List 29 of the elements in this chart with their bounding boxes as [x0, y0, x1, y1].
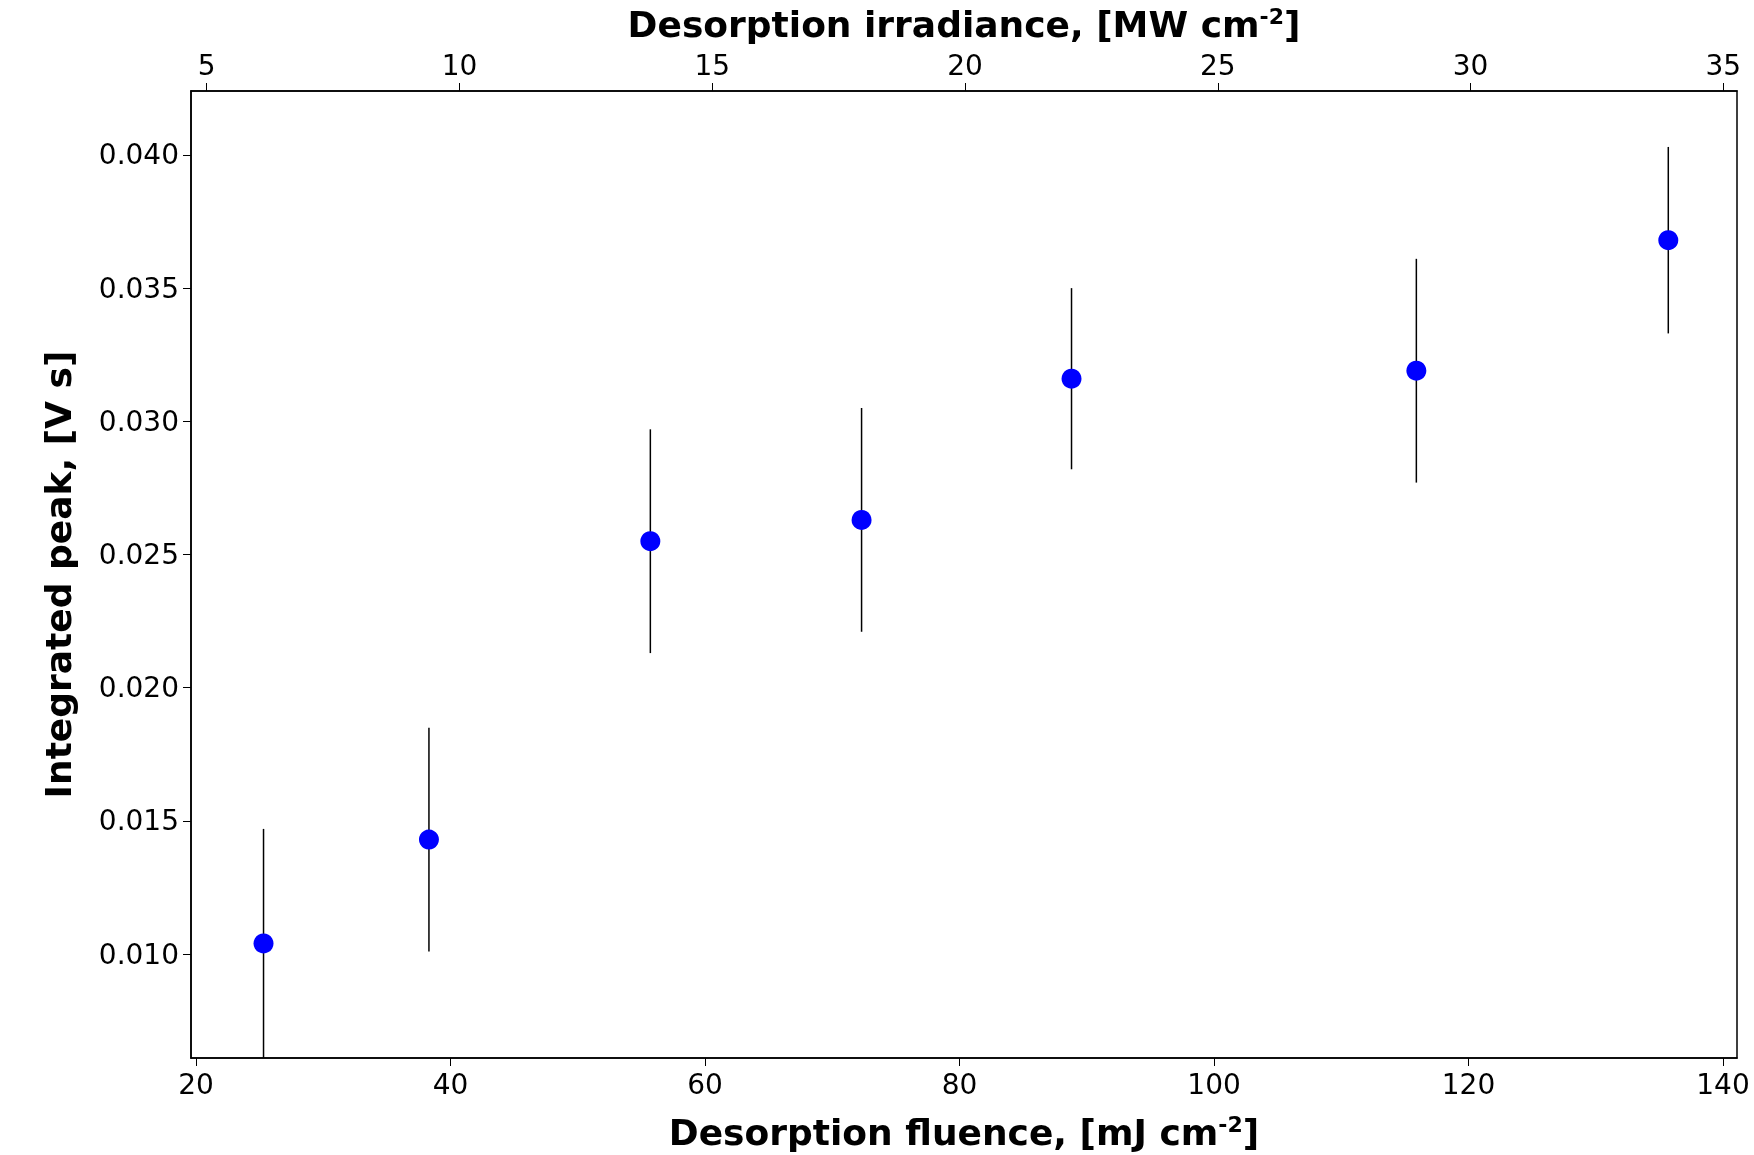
x2-tick-label: 20 [947, 48, 983, 82]
y-axis-title: Integrated peak, [V s] [37, 350, 79, 799]
x2-tick-label: 30 [1452, 48, 1489, 82]
point [1658, 230, 1679, 251]
x2-tick-label: 25 [1199, 48, 1236, 82]
x2-tick-label: 15 [694, 48, 731, 82]
y-tick-label: 0.010 [98, 937, 179, 971]
x2-tick-label: 5 [197, 48, 216, 82]
y-tick-label: 0.015 [98, 804, 179, 838]
point [640, 531, 661, 552]
x-tick-label: 40 [432, 1067, 469, 1101]
point [418, 829, 439, 850]
point [253, 933, 274, 954]
x2-tick-label: 10 [441, 48, 478, 82]
x-tick-label: 60 [687, 1067, 723, 1101]
x2-tick-label: 35 [1705, 48, 1742, 82]
y-tick-label: 0.025 [98, 538, 179, 572]
x-tick-label: 80 [941, 1067, 978, 1101]
x-tick-label: 100 [1187, 1067, 1241, 1101]
y-tick-label: 0.040 [98, 138, 179, 172]
x-tick-label: 120 [1441, 1067, 1496, 1101]
point [1406, 360, 1427, 381]
y-tick-label: 0.035 [98, 271, 179, 305]
point [1061, 368, 1082, 389]
y-tick-label: 0.030 [98, 404, 179, 438]
y-tick-label: 0.020 [98, 671, 179, 705]
point [851, 509, 872, 530]
x-tick-label: 140 [1696, 1067, 1750, 1101]
x-tick-label: 20 [178, 1067, 214, 1101]
